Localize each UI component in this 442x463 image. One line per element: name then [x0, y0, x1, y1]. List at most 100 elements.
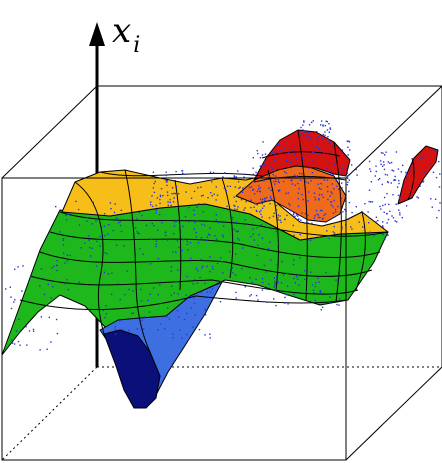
scatter-point: [323, 152, 325, 155]
scatter-point: [310, 271, 312, 273]
scatter-point: [261, 154, 264, 156]
scatter-point: [194, 221, 196, 224]
scatter-point: [352, 235, 354, 237]
scatter-point: [126, 270, 128, 272]
scatter-point: [141, 214, 143, 217]
scatter-point: [237, 206, 239, 208]
scatter-point: [173, 292, 175, 294]
scatter-point: [286, 285, 289, 287]
scatter-point: [416, 196, 418, 198]
scatter-point: [256, 254, 258, 257]
scatter-point: [257, 299, 259, 301]
scatter-point: [262, 141, 264, 143]
scatter-point: [322, 133, 324, 136]
scatter-point: [386, 174, 389, 176]
scatter-point: [332, 212, 335, 214]
scatter-point: [284, 302, 286, 304]
scatter-point: [111, 272, 113, 274]
scatter-point: [240, 199, 243, 201]
scatter-point: [320, 120, 323, 122]
mesh-line: [174, 179, 182, 291]
scatter-point: [287, 160, 289, 162]
scatter-point: [40, 316, 43, 318]
scatter-point: [252, 167, 254, 169]
scatter-point: [258, 234, 260, 236]
scatter-point: [351, 211, 353, 214]
mesh-line: [355, 211, 366, 291]
scatter-point: [276, 144, 278, 146]
scatter-point: [314, 285, 317, 288]
scatter-point: [271, 151, 274, 154]
scatter-point: [222, 236, 224, 238]
scatter-point: [253, 193, 256, 195]
scatter-point: [316, 213, 318, 215]
scatter-point: [219, 301, 222, 303]
scatter-point: [390, 182, 392, 184]
scatter-point: [173, 225, 176, 227]
scatter-point: [303, 222, 306, 224]
scatter-point: [383, 196, 386, 199]
scatter-point: [249, 295, 251, 297]
scatter-point: [382, 221, 384, 223]
axis-symbol: x: [112, 11, 132, 51]
scatter-point: [274, 153, 276, 155]
scatter-point: [266, 174, 269, 176]
scatter-point: [120, 224, 122, 227]
scatter-point: [329, 173, 332, 175]
scatter-point: [304, 130, 306, 132]
scatter-point: [256, 210, 258, 213]
scatter-point: [292, 277, 295, 280]
scatter-point: [196, 282, 199, 284]
scatter-point: [329, 127, 331, 129]
scatter-point: [340, 197, 342, 200]
scatter-point: [317, 136, 319, 138]
scatter-point: [317, 277, 319, 279]
scatter-point: [268, 283, 270, 285]
scatter-point: [284, 141, 287, 143]
scatter-point: [232, 272, 234, 274]
scatter-point: [346, 140, 348, 142]
scatter-point: [383, 168, 386, 171]
scatter-point: [222, 272, 224, 274]
scatter-point: [297, 198, 299, 200]
scatter-point: [211, 181, 213, 183]
scatter-point: [384, 154, 386, 156]
scatter-point: [243, 176, 245, 178]
scatter-point: [66, 279, 68, 281]
scatter-point: [273, 159, 275, 162]
scatter-point: [327, 139, 329, 141]
scatter-point: [256, 150, 258, 152]
scatter-point: [160, 188, 163, 190]
scatter-point: [190, 197, 193, 199]
scatter-point: [163, 327, 166, 330]
scatter-point: [394, 179, 397, 181]
scatter-point: [62, 244, 65, 246]
scatter-point: [215, 186, 217, 188]
scatter-point: [75, 200, 77, 203]
scatter-point: [326, 129, 329, 131]
scatter-point: [204, 224, 206, 227]
scatter-point: [272, 215, 275, 217]
scatter-point: [317, 214, 320, 216]
scatter-point: [392, 217, 395, 219]
scatter-point: [175, 219, 177, 221]
scatter-point: [165, 174, 168, 177]
scatter-point: [316, 136, 318, 139]
scatter-point: [297, 215, 299, 217]
scatter-point: [321, 138, 323, 140]
scatter-point: [188, 338, 190, 340]
scatter-point: [10, 307, 13, 310]
scatter-point: [333, 232, 336, 234]
scatter-point: [199, 321, 201, 323]
scatter-point: [206, 265, 208, 268]
scatter-point: [414, 160, 417, 162]
scatter-point: [196, 206, 198, 208]
scatter-point: [269, 241, 271, 243]
scatter-point: [344, 168, 346, 171]
scatter-point: [293, 212, 295, 214]
scatter-point: [92, 201, 94, 204]
scatter-point: [262, 198, 264, 201]
scatter-point: [306, 154, 308, 157]
scatter-point: [213, 193, 215, 195]
scatter-point: [282, 180, 285, 183]
